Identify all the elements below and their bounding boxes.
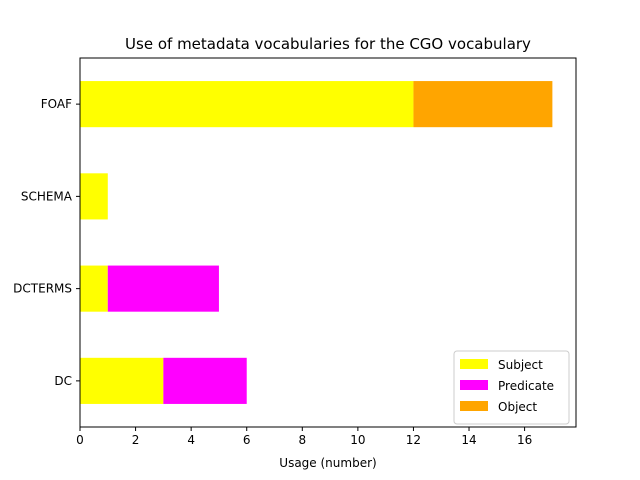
y-tick-label: DCTERMS [13, 282, 72, 296]
bars [80, 81, 553, 404]
x-tick-label: 6 [243, 433, 251, 447]
y-tick-label: SCHEMA [21, 189, 73, 203]
x-tick-label: 0 [76, 433, 84, 447]
legend-swatch-predicate [460, 380, 488, 390]
y-axis: DC DCTERMS SCHEMA FOAF [13, 97, 80, 388]
bar-dc-predicate [163, 357, 247, 404]
x-axis-label: Usage (number) [279, 456, 376, 470]
legend-swatch-subject [460, 359, 488, 369]
legend-swatch-object [460, 401, 488, 411]
y-tick-label: FOAF [41, 97, 72, 111]
x-axis: 0 2 4 6 8 10 12 14 16 [76, 427, 532, 447]
bar-dcterms-subject [80, 265, 108, 312]
bar-dc-subject [80, 357, 164, 404]
x-tick-label: 2 [132, 433, 140, 447]
bar-foaf-object [413, 81, 553, 128]
bar-schema-subject [80, 173, 108, 220]
y-tick-label: DC [54, 374, 72, 388]
x-tick-label: 10 [350, 433, 365, 447]
x-tick-label: 4 [187, 433, 195, 447]
bar-foaf-subject [80, 81, 414, 128]
legend-label-subject: Subject [498, 358, 543, 372]
x-tick-label: 8 [298, 433, 306, 447]
plot-frame [79, 57, 577, 428]
legend-label-object: Object [498, 400, 537, 414]
chart-title: Use of metadata vocabularies for the CGO… [125, 35, 531, 53]
x-tick-label: 16 [517, 433, 532, 447]
bar-dcterms-predicate [107, 265, 219, 312]
x-tick-label: 12 [406, 433, 421, 447]
legend-label-predicate: Predicate [498, 379, 554, 393]
legend: Subject Predicate Object [453, 350, 570, 425]
x-tick-label: 14 [461, 433, 476, 447]
